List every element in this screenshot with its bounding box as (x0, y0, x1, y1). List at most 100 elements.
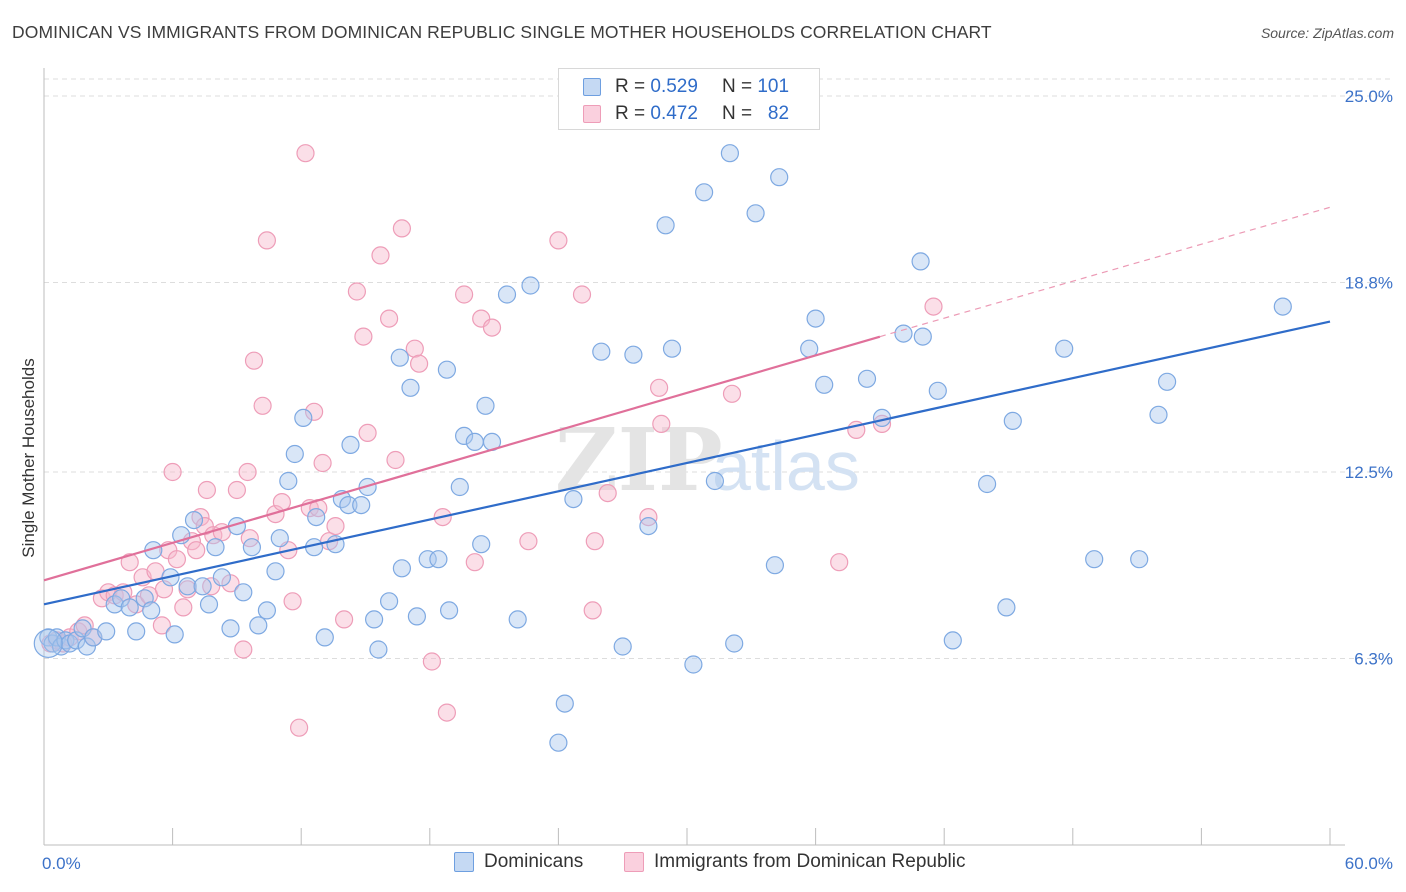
point-immigrants (549, 231, 568, 250)
point-dominicans (270, 529, 289, 548)
point-immigrants (253, 396, 272, 415)
point-immigrants (358, 423, 377, 442)
stats-row-dominicans: R = 0.529 N = 101 (583, 74, 789, 100)
point-immigrants (455, 285, 474, 304)
point-immigrants (652, 414, 671, 433)
point-dominicans (279, 471, 298, 491)
legend-swatch-immigrants (624, 852, 644, 872)
y-tick-label: 6.3% (1354, 649, 1393, 668)
point-immigrants (405, 339, 424, 358)
point-dominicans (242, 538, 261, 557)
point-dominicans (33, 628, 63, 659)
point-dominicans (339, 496, 358, 515)
point-dominicans (564, 490, 583, 509)
point-immigrants (197, 480, 216, 500)
point-dominicans (662, 339, 682, 358)
y-axis-label: Single Mother Households (19, 358, 38, 557)
point-dominicans (341, 435, 360, 454)
point-dominicans (1157, 372, 1177, 391)
point-dominicans (465, 432, 484, 451)
point-dominicans (624, 345, 643, 364)
point-immigrants (371, 246, 390, 265)
point-immigrants (257, 231, 276, 250)
r-value: 0.472 (650, 103, 698, 124)
point-dominicans (656, 216, 675, 235)
point-immigrants (585, 532, 604, 551)
point-immigrants (305, 402, 324, 421)
point-dominicans (1149, 405, 1168, 424)
point-immigrants (392, 219, 411, 238)
point-dominicans (193, 577, 212, 596)
legend-label-immigrants: Immigrants from Dominican Republic (654, 851, 966, 872)
point-dominicans (142, 601, 161, 620)
n-value: 101 (757, 76, 790, 97)
point-dominicans (450, 477, 469, 497)
point-immigrants (187, 541, 206, 560)
point-dominicans (369, 640, 388, 659)
point-dominicans (725, 634, 744, 653)
point-immigrants (227, 480, 246, 500)
point-immigrants (296, 144, 315, 163)
trend-lines (43, 206, 1331, 606)
swatch-dominicans (583, 78, 601, 96)
point-dominicans (997, 598, 1016, 617)
point-immigrants (649, 378, 669, 397)
point-dominicans (720, 144, 740, 163)
chart-title: DOMINICAN VS IMMIGRANTS FROM DOMINICAN R… (12, 22, 992, 42)
point-dominicans (184, 510, 204, 530)
point-dominicans (549, 733, 568, 752)
point-dominicans (521, 276, 540, 295)
legend-item-dominicans[interactable]: Dominicans (454, 851, 583, 873)
point-dominicans (943, 631, 962, 650)
point-dominicans (476, 396, 495, 415)
point-dominicans (1055, 339, 1074, 358)
point-immigrants (234, 640, 253, 659)
point-immigrants (313, 453, 332, 473)
point-immigrants (272, 493, 291, 512)
point-dominicans (592, 342, 611, 361)
trend-line-immigrants (43, 335, 881, 582)
point-dominicans (407, 607, 426, 626)
point-immigrants (380, 309, 399, 328)
point-immigrants (830, 553, 849, 572)
point-dominicans (913, 327, 932, 346)
axes (43, 68, 1345, 846)
point-immigrants (238, 462, 257, 482)
legend-label-dominicans: Dominicans (484, 851, 584, 872)
point-immigrants (244, 351, 264, 370)
point-dominicans (455, 426, 474, 445)
point-dominicans (266, 562, 285, 581)
x-tick-label: 60.0% (1345, 854, 1393, 873)
point-immigrants (598, 484, 617, 503)
legend-item-immigrants[interactable]: Immigrants from Dominican Republic (624, 851, 966, 873)
point-dominicans (928, 381, 947, 400)
tick-labels: 6.3% 12.5% 18.8% 25.0% 0.0% 60.0% (42, 87, 1393, 873)
point-dominicans (257, 601, 276, 620)
point-immigrants (519, 532, 538, 551)
point-immigrants (335, 610, 354, 629)
trend-line-dominicans (43, 320, 1331, 606)
point-dominicans (429, 550, 448, 569)
point-dominicans (120, 598, 139, 617)
trend-line-immigrants-extension (879, 206, 1331, 338)
point-dominicans (315, 628, 334, 647)
point-dominicans (294, 408, 313, 427)
gridlines (44, 78, 1392, 659)
point-dominicans (894, 324, 913, 343)
point-dominicans (418, 550, 437, 569)
point-dominicans (746, 204, 765, 223)
point-dominicans (178, 577, 197, 596)
point-dominicans (307, 507, 326, 527)
point-dominicans (815, 375, 834, 394)
point-immigrants (482, 318, 502, 337)
point-dominicans (221, 619, 240, 638)
point-immigrants (152, 616, 171, 635)
point-dominicans (390, 348, 409, 367)
swatch-immigrants (583, 105, 601, 123)
point-immigrants (163, 462, 182, 482)
point-dominicans (497, 285, 517, 304)
n-value: 82 (767, 103, 790, 124)
point-dominicans (365, 610, 384, 629)
point-dominicans (285, 444, 304, 464)
point-immigrants (326, 516, 345, 536)
